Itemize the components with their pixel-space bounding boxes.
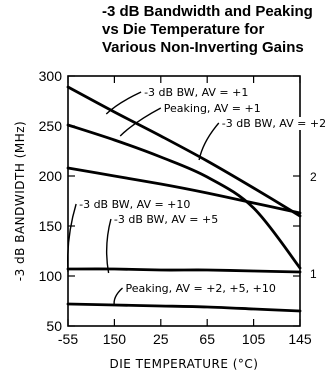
right-edge-labels: 21 [310, 170, 317, 281]
x-tick-label: 25 [153, 331, 169, 347]
annotation-background [78, 198, 192, 211]
annotation-label: -3 dB BW, AV = +1 [144, 86, 248, 99]
x-tick-label: 65 [199, 331, 215, 347]
y-tick-label: 50 [46, 318, 62, 334]
annotation-leader [119, 107, 162, 137]
y-tick-label: 200 [39, 168, 63, 184]
x-axis-label: DIE TEMPERATURE (°C) [110, 357, 259, 371]
axis-ticks: -55 150 25 65 105 145 50 100 150 200 250 300 [39, 68, 312, 347]
annotation-leader [198, 122, 220, 161]
annotation-leader [105, 218, 112, 274]
x-axis-title: DIE TEMPERATURE (°C) [110, 357, 259, 371]
series-peaking-av2-5-10 [66, 302, 302, 313]
annotations: -3 dB BW, AV = +1 Peaking, AV = +1 -3 dB B… [67, 86, 328, 307]
annotation-background [124, 282, 277, 295]
annotation-label: -3 dB BW, AV = +5 [114, 213, 218, 226]
series-peaking-av1 [66, 123, 302, 270]
annotation-background [162, 102, 262, 115]
y-tick-label: 250 [39, 118, 63, 134]
x-tick-label: 150 [103, 331, 127, 347]
annotation-background [143, 86, 250, 99]
x-tick-label: -55 [58, 331, 78, 347]
annotation-leader [67, 203, 77, 273]
annotation-background [112, 213, 220, 226]
x-tick-label: 105 [242, 331, 266, 347]
y-tick-label: 100 [39, 268, 63, 284]
y-axis-title: -3 dB BANDWIDTH (MHz) [13, 121, 27, 281]
y-axis-label: -3 dB BANDWIDTH (MHz) [13, 121, 27, 281]
annotation-background [220, 117, 328, 130]
chart-title-line: vs Die Temperature for [102, 21, 264, 38]
right-edge-label: 2 [310, 170, 317, 184]
chart-title-line: -3 dB Bandwidth and Peaking [102, 3, 313, 20]
series-bw-av10 [66, 267, 302, 274]
x-tick-label: 145 [288, 331, 312, 347]
plot-frame [67, 75, 301, 327]
annotation-leader [105, 91, 142, 115]
chart-title-line: Various Non-Inverting Gains [102, 39, 304, 56]
annotation-label: Peaking, AV = +1 [164, 102, 261, 115]
annotation-label: Peaking, AV = +2, +5, +10 [126, 282, 276, 295]
y-tick-label: 150 [39, 218, 63, 234]
annotation-leader [113, 287, 123, 307]
y-tick-label: 300 [39, 68, 63, 84]
annotation-label: -3 dB BW, AV = +2 [222, 117, 326, 130]
series-bw-av2 [66, 166, 302, 215]
annotation-label: -3 dB BW, AV = +10 [79, 198, 190, 211]
right-edge-label: 1 [310, 267, 317, 281]
